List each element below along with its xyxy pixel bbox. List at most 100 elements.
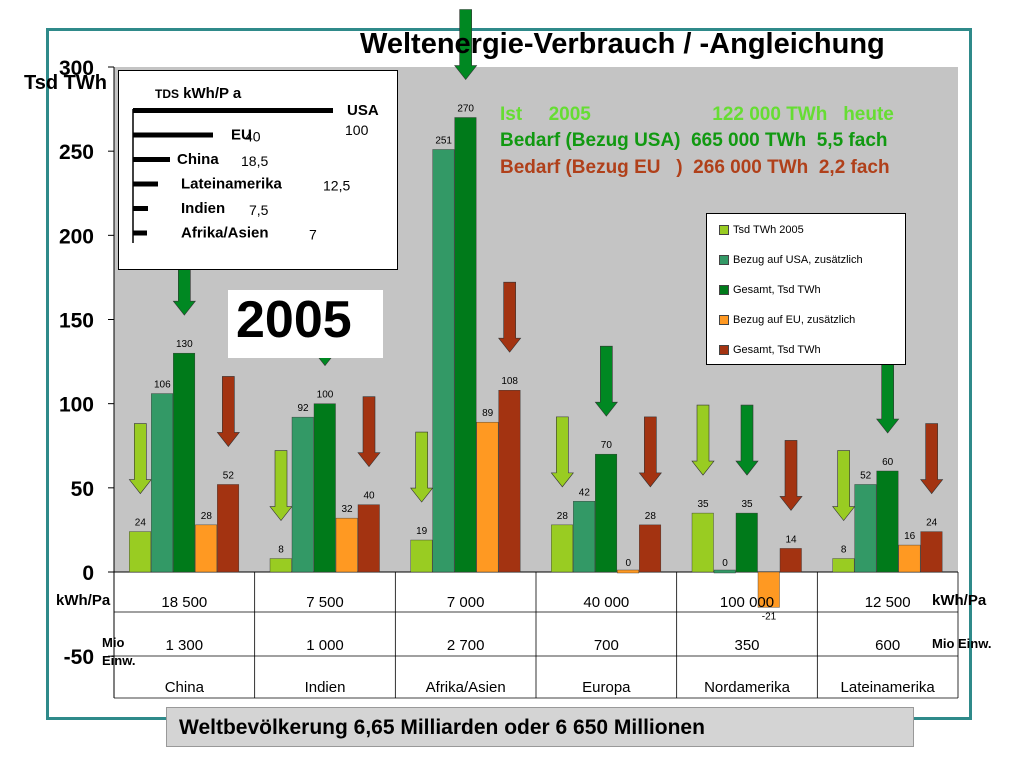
kwh-cell: 12 500: [865, 594, 911, 611]
down-arrow: [832, 450, 856, 522]
y-tick-label: 250: [59, 141, 94, 164]
population-cell: 700: [594, 637, 619, 654]
down-arrow: [128, 423, 152, 495]
bar-value-label: 0: [722, 558, 728, 569]
down-arrow: [550, 416, 574, 488]
kwh-cell: 7 500: [306, 594, 344, 611]
legend-swatch: [719, 345, 729, 356]
bar: [195, 524, 218, 573]
inset-value: 12,5: [323, 178, 350, 194]
bar-value-label: 89: [482, 408, 494, 419]
bar: [735, 512, 758, 573]
inset-value: 18,5: [241, 153, 268, 169]
bar: [335, 517, 358, 573]
inset-label: USA: [347, 102, 379, 119]
kwh-cell: 40 000: [583, 594, 629, 611]
bar-value-label: 35: [697, 499, 709, 510]
bar-value-label: 70: [601, 440, 613, 451]
bar: [551, 524, 574, 573]
bar: [269, 558, 292, 573]
down-arrow: [269, 450, 293, 522]
legend-item: Tsd TWh 2005: [719, 224, 804, 238]
down-arrow: [498, 281, 522, 353]
bar-value-label: 52: [860, 470, 872, 481]
legend-swatch: [719, 315, 729, 326]
kwh-cell: 7 000: [447, 594, 485, 611]
bar: [757, 571, 780, 608]
bar: [129, 531, 152, 573]
row-label-kwh: kWh/Pa: [56, 592, 111, 609]
inset-bar: [133, 132, 213, 138]
legend-swatch: [719, 255, 729, 266]
inset-value: 7: [309, 227, 317, 243]
bar-value-label: 130: [176, 339, 193, 350]
inset-bar: [133, 157, 170, 162]
bar-value-label: 251: [435, 135, 452, 146]
bar-value-label: 35: [741, 499, 753, 510]
inset-title-prefix: TDS: [155, 87, 179, 101]
population-cell: 2 700: [447, 637, 485, 654]
info-line-actual: Ist 2005 122 000 TWh heute: [500, 104, 894, 125]
down-arrow: [410, 431, 434, 503]
bar-value-label: 270: [457, 104, 474, 115]
bar: [779, 548, 802, 573]
category-label: Lateinamerika: [841, 679, 936, 696]
bar-value-label: 92: [297, 403, 309, 414]
row-label-mio: Mio Einw.: [102, 635, 136, 668]
down-arrow: [691, 404, 715, 476]
down-arrow: [735, 404, 759, 476]
bar-value-label: 24: [135, 518, 147, 529]
down-arrow: [638, 416, 662, 488]
y-tick-label: 300: [59, 57, 94, 80]
bar: [691, 512, 714, 573]
bar-value-label: 108: [501, 376, 518, 387]
legend-label: Gesamt, Tsd TWh: [733, 284, 821, 296]
bar-value-label: 19: [416, 526, 428, 537]
year-box: 2005: [228, 290, 383, 358]
y-tick-label: -50: [64, 646, 94, 669]
category-label: Europa: [582, 679, 631, 696]
category-label: China: [165, 679, 205, 696]
bar: [454, 117, 477, 573]
down-arrow: [779, 440, 803, 511]
bar-value-label: -21: [762, 611, 777, 622]
legend-item: Bezug auf EU, zusätzlich: [719, 314, 855, 328]
kwh-cell: 18 500: [161, 594, 207, 611]
legend-label: Bezug auf USA, zusätzlich: [733, 254, 863, 266]
bar: [876, 470, 899, 573]
row-label-kwh-right: kWh/Pa: [932, 592, 987, 609]
category-label: Nordamerika: [704, 679, 791, 696]
category-label: Afrika/Asien: [426, 679, 506, 696]
population-cell: 1 000: [306, 637, 344, 654]
y-tick-label: 150: [59, 310, 94, 333]
population-cell: 350: [734, 637, 759, 654]
bar: [357, 504, 380, 573]
bar: [476, 421, 499, 573]
inset-title-unit: kWh/P a: [183, 85, 242, 102]
down-arrow: [357, 396, 381, 468]
legend-label: Bezug auf EU, zusätzlich: [733, 314, 856, 326]
bar: [498, 390, 521, 573]
bar-value-label: 42: [579, 487, 591, 498]
bar: [410, 539, 433, 573]
bar: [854, 484, 877, 573]
legend-item: Gesamt, Tsd TWh: [719, 344, 821, 358]
down-arrow: [216, 376, 240, 447]
bar-value-label: 8: [841, 545, 847, 556]
bar-value-label: 28: [645, 511, 657, 522]
bar: [832, 558, 855, 573]
bar-value-label: 14: [785, 534, 797, 545]
inset-bar: [133, 108, 333, 113]
bar: [313, 403, 336, 573]
info-line-eu: Bedarf (Bezug EU ) 266 000 TWh 2,2 fach: [500, 157, 890, 178]
bar-value-label: 16: [904, 531, 916, 542]
legend-item: Bezug auf USA, zusätzlich: [719, 254, 863, 268]
bar: [291, 416, 314, 573]
bar: [713, 569, 736, 574]
bar: [217, 484, 240, 573]
bar-value-label: 8: [278, 545, 284, 556]
inset-value: 40: [245, 129, 261, 145]
bar-value-label: 28: [557, 511, 569, 522]
down-arrow: [876, 362, 900, 434]
